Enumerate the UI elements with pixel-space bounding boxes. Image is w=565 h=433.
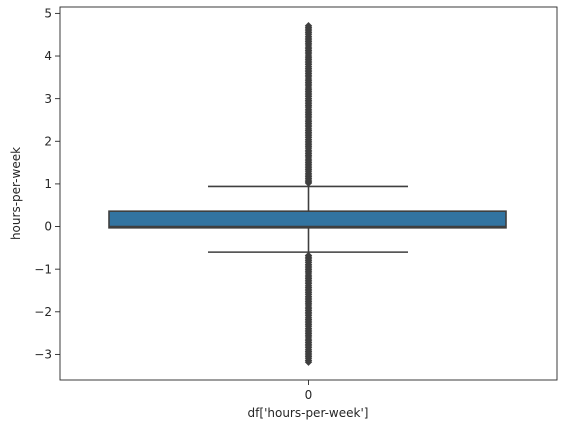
y-axis: −3 −2 −1 0 1 2 3 4 5 <box>34 7 60 362</box>
y-tick-label: 5 <box>44 7 52 21</box>
y-tick-label: −2 <box>34 305 52 319</box>
chart-marks <box>108 22 507 366</box>
x-axis: 0 <box>305 380 313 402</box>
y-tick-label: 4 <box>44 49 52 63</box>
y-tick-label: 0 <box>44 220 52 234</box>
y-tick-label: 2 <box>44 134 52 148</box>
outlier-point <box>304 22 313 30</box>
y-tick-label: −3 <box>34 348 52 362</box>
y-axis-label: hours-per-week <box>9 147 23 240</box>
outlier-point <box>304 358 313 366</box>
y-tick-label: 1 <box>44 177 52 191</box>
x-axis-label: df['hours-per-week'] <box>248 406 369 420</box>
x-tick-label: 0 <box>305 388 313 402</box>
y-tick-label: 3 <box>44 92 52 106</box>
box-iqr <box>108 210 507 229</box>
y-tick-label: −1 <box>34 262 52 276</box>
